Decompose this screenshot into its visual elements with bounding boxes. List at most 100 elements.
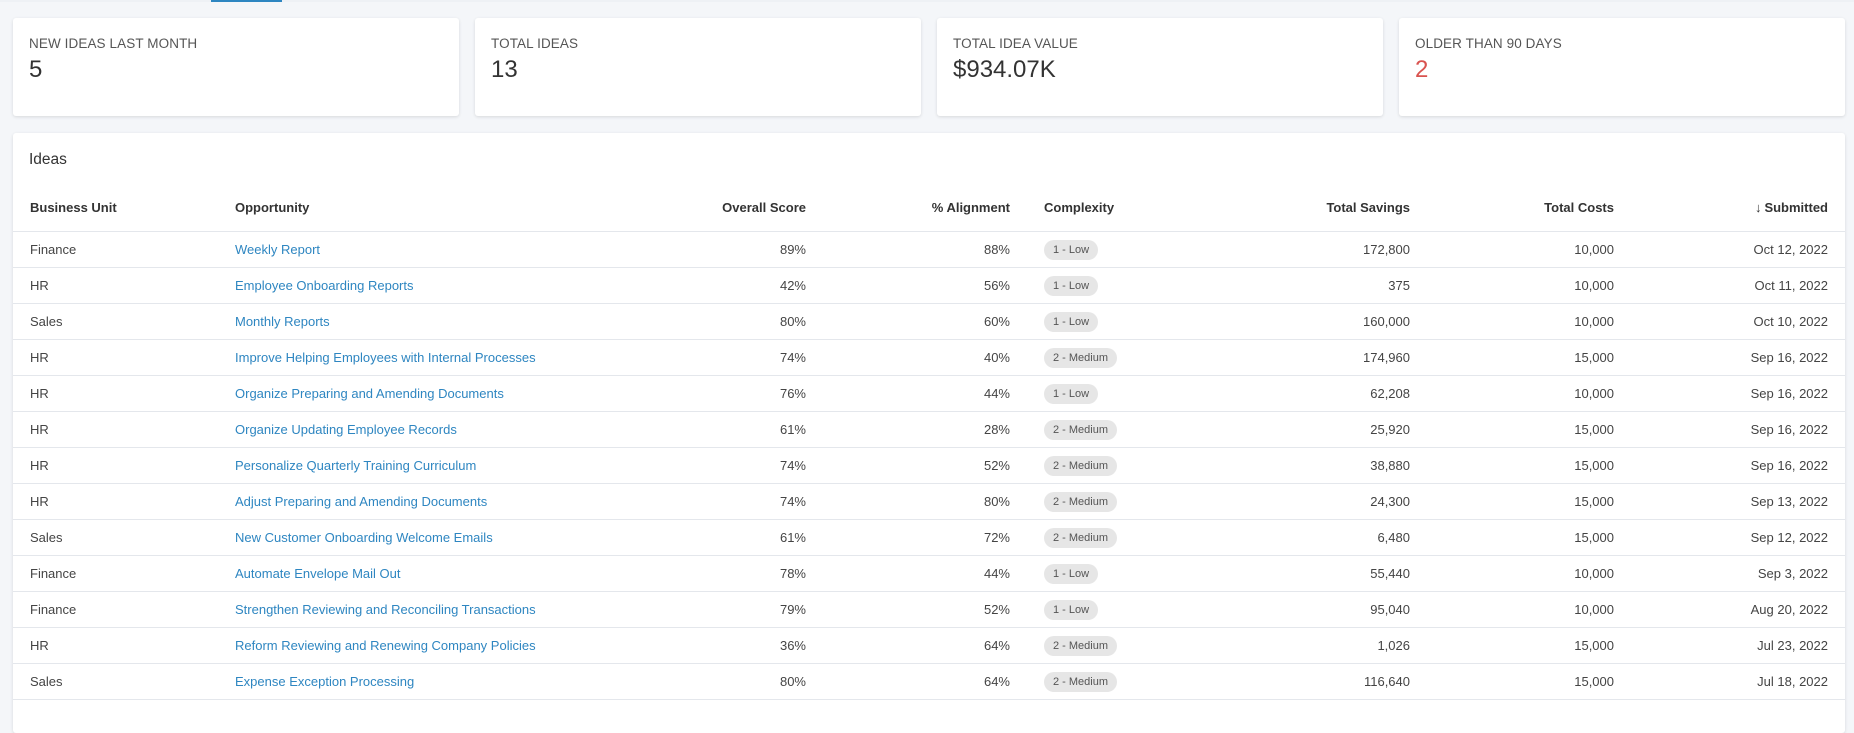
complexity-chip: 1 - Low	[1044, 275, 1099, 296]
column-header-total-savings[interactable]: Total Savings	[1187, 184, 1427, 232]
cell-total-savings: 160,000	[1187, 303, 1427, 340]
complexity-chip: 1 - Low	[1044, 383, 1099, 404]
cell-opportunity: Monthly Reports	[218, 303, 638, 340]
cell-alignment: 28%	[823, 411, 1027, 448]
opportunity-link[interactable]: Expense Exception Processing	[235, 674, 415, 689]
opportunity-link[interactable]: Improve Helping Employees with Internal …	[235, 350, 536, 365]
table-row: HR Organize Updating Employee Records 61% 2…	[13, 411, 1845, 448]
cell-complexity: 2 - Medium	[1027, 627, 1187, 664]
stat-label: OLDER THAN 90 DAYS	[1415, 36, 1562, 51]
cell-overall-score: 42%	[638, 267, 823, 304]
ideas-table-body: Finance Weekly Report 89% 88% 1 - Low 172,800…	[13, 231, 1845, 700]
stat-label: TOTAL IDEA VALUE	[953, 36, 1078, 51]
cell-total-costs: 10,000	[1427, 555, 1631, 592]
table-row: HR Reform Reviewing and Renewing Company …	[13, 627, 1845, 664]
cell-total-costs: 15,000	[1427, 627, 1631, 664]
cell-total-savings: 62,208	[1187, 375, 1427, 412]
cell-alignment: 52%	[823, 591, 1027, 628]
opportunity-link[interactable]: New Customer Onboarding Welcome Emails	[235, 530, 493, 545]
cell-submitted: Oct 10, 2022	[1631, 303, 1845, 340]
cell-total-costs: 15,000	[1427, 663, 1631, 700]
complexity-chip: 2 - Medium	[1044, 527, 1118, 548]
cell-total-savings: 116,640	[1187, 663, 1427, 700]
cell-submitted: Jul 23, 2022	[1631, 627, 1845, 664]
arrow-down-icon: ↓	[1754, 200, 1762, 215]
cell-total-savings: 6,480	[1187, 519, 1427, 556]
complexity-chip: 2 - Medium	[1044, 671, 1118, 692]
opportunity-link[interactable]: Adjust Preparing and Amending Documents	[235, 494, 488, 509]
column-header-submitted[interactable]: ↓ Submitted	[1631, 184, 1845, 232]
opportunity-link[interactable]: Organize Updating Employee Records	[235, 422, 457, 437]
complexity-chip: 1 - Low	[1044, 563, 1099, 584]
column-header-business-unit[interactable]: Business Unit	[13, 184, 218, 232]
cell-total-costs: 15,000	[1427, 519, 1631, 556]
cell-total-savings: 38,880	[1187, 447, 1427, 484]
opportunity-link[interactable]: Organize Preparing and Amending Document…	[235, 386, 504, 401]
cell-total-costs: 10,000	[1427, 591, 1631, 628]
cell-complexity: 1 - Low	[1027, 375, 1187, 412]
top-tab-bar	[0, 0, 1854, 2]
table-row: HR Adjust Preparing and Amending Document…	[13, 483, 1845, 520]
column-header-alignment[interactable]: % Alignment	[823, 184, 1027, 232]
cell-total-costs: 15,000	[1427, 411, 1631, 448]
cell-complexity: 2 - Medium	[1027, 447, 1187, 484]
opportunity-link[interactable]: Monthly Reports	[235, 314, 330, 329]
cell-total-costs: 10,000	[1427, 375, 1631, 412]
column-header-total-costs[interactable]: Total Costs	[1427, 184, 1631, 232]
cell-business-unit: Finance	[13, 555, 218, 592]
opportunity-link[interactable]: Reform Reviewing and Renewing Company Po…	[235, 638, 536, 653]
cell-alignment: 60%	[823, 303, 1027, 340]
cell-business-unit: HR	[13, 627, 218, 664]
opportunity-link[interactable]: Automate Envelope Mail Out	[235, 566, 401, 581]
cell-business-unit: HR	[13, 447, 218, 484]
cell-alignment: 72%	[823, 519, 1027, 556]
ideas-panel: Ideas Business Unit Opportunity Overall …	[13, 133, 1845, 733]
table-row: Sales Monthly Reports 80% 60% 1 - Low 160,000…	[13, 303, 1845, 340]
cell-alignment: 88%	[823, 231, 1027, 268]
opportunity-link[interactable]: Strengthen Reviewing and Reconciling Tra…	[235, 602, 536, 617]
cell-business-unit: HR	[13, 483, 218, 520]
active-tab-indicator	[211, 0, 282, 2]
cell-complexity: 1 - Low	[1027, 555, 1187, 592]
table-header-row: Business Unit Opportunity Overall Score …	[13, 184, 1845, 232]
cell-total-costs: 10,000	[1427, 231, 1631, 268]
cell-complexity: 1 - Low	[1027, 231, 1187, 268]
cell-overall-score: 61%	[638, 519, 823, 556]
opportunity-link[interactable]: Employee Onboarding Reports	[235, 278, 414, 293]
cell-complexity: 2 - Medium	[1027, 339, 1187, 376]
opportunity-link[interactable]: Weekly Report	[235, 242, 321, 257]
column-header-label: Submitted	[1764, 200, 1828, 215]
stat-label: TOTAL IDEAS	[491, 36, 579, 51]
table-row: HR Employee Onboarding Reports 42% 56% 1 - L…	[13, 267, 1845, 304]
cell-total-costs: 15,000	[1427, 483, 1631, 520]
complexity-chip: 2 - Medium	[1044, 419, 1118, 440]
cell-total-costs: 10,000	[1427, 267, 1631, 304]
cell-overall-score: 89%	[638, 231, 823, 268]
table-row: Finance Weekly Report 89% 88% 1 - Low 172,800…	[13, 231, 1845, 268]
cell-opportunity: Organize Updating Employee Records	[218, 411, 638, 448]
column-header-complexity[interactable]: Complexity	[1027, 184, 1187, 232]
ideas-table: Business Unit Opportunity Overall Score …	[13, 184, 1845, 700]
complexity-chip: 1 - Low	[1044, 599, 1099, 620]
stat-cards: NEW IDEAS LAST MONTH 5 TOTAL IDEAS 13 TO…	[13, 18, 1845, 116]
cell-submitted: Aug 20, 2022	[1631, 591, 1845, 628]
table-row: HR Organize Preparing and Amending Docume…	[13, 375, 1845, 412]
cell-opportunity: Expense Exception Processing	[218, 663, 638, 700]
cell-total-savings: 1,026	[1187, 627, 1427, 664]
cell-business-unit: HR	[13, 411, 218, 448]
cell-overall-score: 61%	[638, 411, 823, 448]
complexity-chip: 2 - Medium	[1044, 347, 1118, 368]
stat-card-older-than-90-days: OLDER THAN 90 DAYS 2	[1399, 18, 1845, 116]
cell-business-unit: Sales	[13, 663, 218, 700]
column-header-opportunity[interactable]: Opportunity	[218, 184, 638, 232]
cell-submitted: Oct 11, 2022	[1631, 267, 1845, 304]
cell-complexity: 1 - Low	[1027, 267, 1187, 304]
table-row: HR Improve Helping Employees with Interna…	[13, 339, 1845, 376]
opportunity-link[interactable]: Personalize Quarterly Training Curriculu…	[235, 458, 477, 473]
complexity-chip: 1 - Low	[1044, 239, 1099, 260]
cell-opportunity: Adjust Preparing and Amending Documents	[218, 483, 638, 520]
cell-opportunity: Improve Helping Employees with Internal …	[218, 339, 638, 376]
column-header-overall-score[interactable]: Overall Score	[638, 184, 823, 232]
cell-submitted: Sep 16, 2022	[1631, 375, 1845, 412]
cell-alignment: 56%	[823, 267, 1027, 304]
